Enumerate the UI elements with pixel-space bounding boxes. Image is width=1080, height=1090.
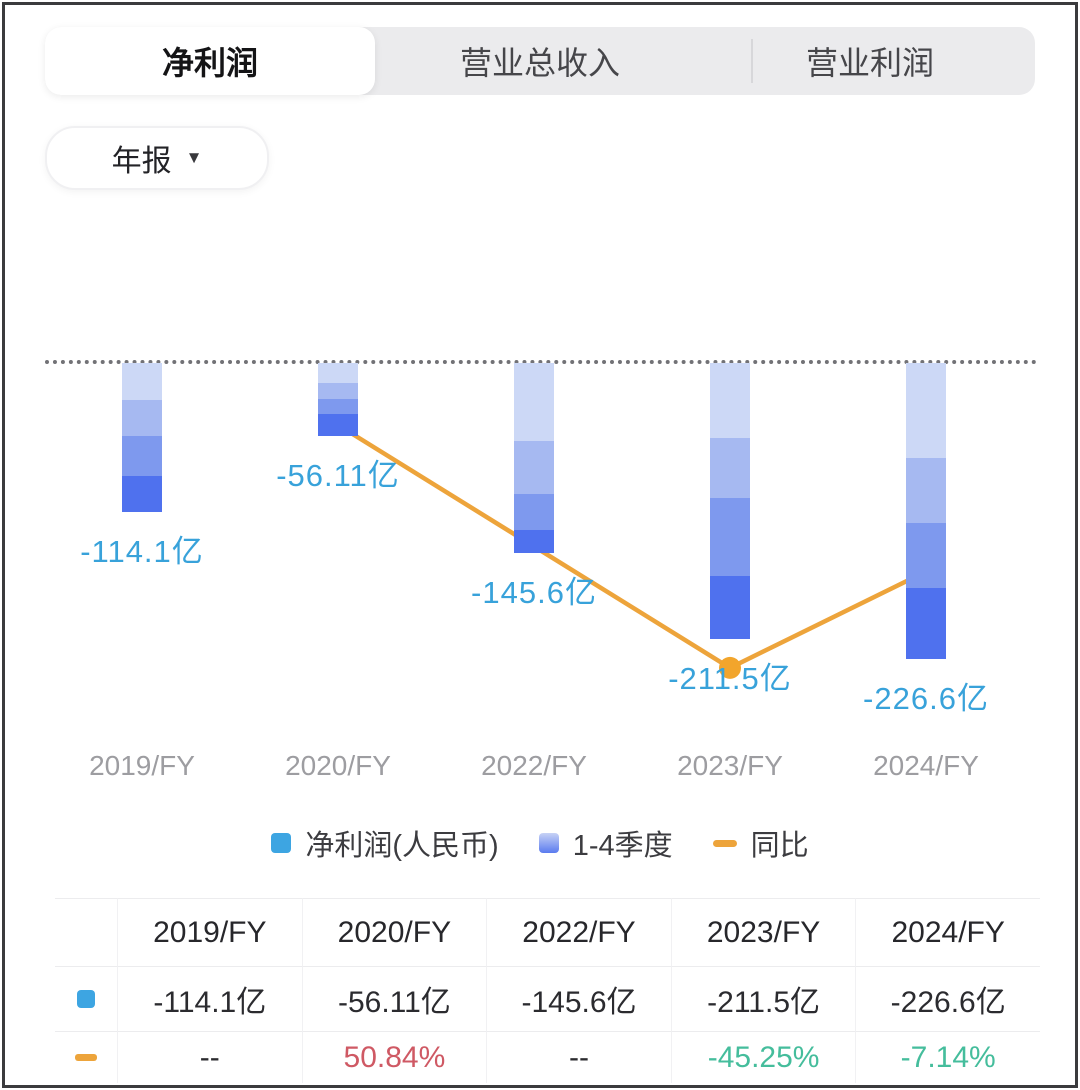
table-cell-0-2: -145.6亿: [486, 966, 671, 1031]
zero-baseline: [45, 360, 1037, 364]
bar-2022/FY[interactable]: [514, 363, 554, 554]
bar-2023/FY-q4: [710, 575, 750, 640]
legend-yoy-label: 同比: [750, 830, 809, 862]
bar-2019/FY-q4: [122, 476, 162, 512]
table-cell-1-3: -45.25%: [670, 1031, 856, 1083]
bar-2020/FY-q1: [318, 363, 358, 383]
chart-legend: 净利润(人民币) 1-4季度 同比: [0, 822, 1080, 864]
x-axis-label-2024/FY: 2024/FY: [873, 750, 979, 781]
value-label-2024/FY: -226.6亿: [863, 680, 989, 716]
legend-quarters[interactable]: 1-4季度: [538, 822, 673, 864]
x-axis-label-2023/FY: 2023/FY: [677, 750, 783, 781]
table-cell-1-2: --: [486, 1031, 671, 1083]
bar-2022/FY-q3: [514, 494, 554, 531]
table-header-2019/FY: 2019/FY: [117, 898, 302, 966]
table-cell-1-0: --: [117, 1031, 302, 1083]
table-header-2020/FY: 2020/FY: [301, 898, 487, 966]
bar-2019/FY-q2: [122, 400, 162, 436]
gradient-square-icon: [538, 833, 559, 853]
bar-2024/FY-q3: [906, 522, 946, 588]
chevron-down-icon: ▼: [185, 148, 203, 167]
bar-2023/FY[interactable]: [710, 363, 750, 640]
table-cell-1-1: 50.84%: [301, 1031, 487, 1083]
x-axis-label-2022/FY: 2022/FY: [481, 750, 587, 781]
bar-2022/FY-q1: [514, 363, 554, 441]
tab-divider: [751, 39, 753, 83]
value-label-2020/FY: -56.11亿: [276, 458, 400, 494]
bar-2022/FY-q2: [514, 440, 554, 495]
bar-2024/FY-q1: [906, 363, 946, 458]
bar-2020/FY-q3: [318, 398, 358, 415]
blue-square-icon: [77, 990, 95, 1008]
table-header-2022/FY: 2022/FY: [486, 898, 671, 966]
bar-2023/FY-q3: [710, 498, 750, 576]
table-row-icon-net-profit: [55, 966, 117, 1031]
table-cell-0-1: -56.11亿: [301, 966, 487, 1031]
table-header-2024/FY: 2024/FY: [855, 898, 1040, 966]
bar-2022/FY-q4: [514, 530, 554, 554]
bar-2020/FY[interactable]: [318, 363, 358, 437]
bar-2019/FY[interactable]: [122, 363, 162, 512]
tab-total-revenue[interactable]: 营业总收入: [459, 45, 620, 81]
bar-2023/FY-q2: [710, 437, 750, 499]
bar-2020/FY-q2: [318, 382, 358, 399]
bar-2019/FY-q3: [122, 436, 162, 477]
orange-dash-icon: [75, 1054, 97, 1061]
bar-2020/FY-q4: [318, 414, 358, 437]
table-cell-0-0: -114.1亿: [117, 966, 302, 1031]
bar-2024/FY-q2: [906, 457, 946, 523]
legend-yoy[interactable]: 同比: [712, 822, 809, 864]
x-axis-label-2020/FY: 2020/FY: [285, 750, 391, 781]
table-corner-cell: [55, 898, 117, 966]
table-header-2023/FY: 2023/FY: [670, 898, 856, 966]
value-label-2023/FY: -211.5亿: [668, 661, 792, 697]
value-label-2019/FY: -114.1亿: [80, 534, 204, 569]
metric-tabbar: 净利润 营业总收入 营业利润: [45, 27, 1035, 95]
period-dropdown-label: 年报: [111, 145, 172, 178]
legend-quarters-label: 1-4季度: [572, 830, 673, 862]
table-cell-0-4: -226.6亿: [855, 966, 1040, 1031]
period-dropdown[interactable]: 年报 ▼: [45, 126, 269, 190]
legend-net-profit[interactable]: 净利润(人民币): [271, 822, 499, 864]
blue-square-icon: [271, 833, 292, 853]
data-table: 2019/FY 2020/FY 2022/FY 2023/FY 2024/FY -114.…: [55, 898, 1040, 1083]
x-axis-label-2019/FY: 2019/FY: [89, 750, 195, 781]
net-profit-chart: -114.1亿 2019/FY -56.11亿 2020/FY -145.6亿 2022/…: [45, 360, 1037, 781]
tab-operating-profit[interactable]: 营业利润: [805, 45, 934, 81]
orange-dash-icon: [712, 839, 737, 847]
table-cell-0-3: -211.5亿: [670, 966, 856, 1031]
bar-2023/FY-q1: [710, 363, 750, 438]
table-row-icon-yoy: [55, 1031, 117, 1083]
tab-net-profit[interactable]: 净利润: [45, 27, 375, 95]
bar-2019/FY-q1: [122, 363, 162, 401]
bar-2024/FY[interactable]: [906, 363, 946, 659]
table-cell-1-4: -7.14%: [855, 1031, 1040, 1083]
legend-net-profit-label: 净利润(人民币): [305, 830, 499, 862]
bar-2024/FY-q4: [906, 587, 946, 659]
value-label-2022/FY: -145.6亿: [471, 575, 597, 611]
